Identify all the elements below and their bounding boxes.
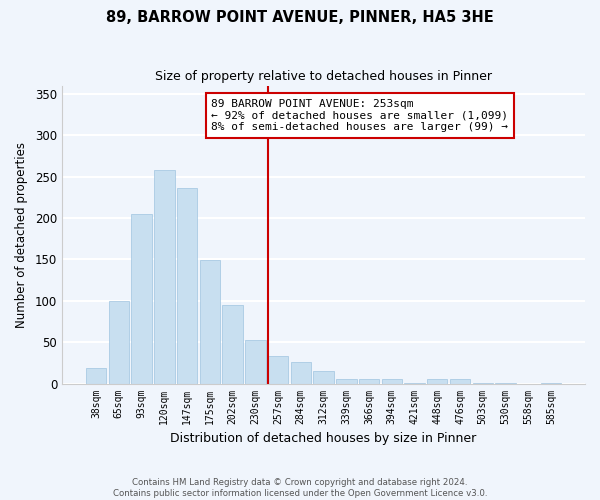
Text: 89, BARROW POINT AVENUE, PINNER, HA5 3HE: 89, BARROW POINT AVENUE, PINNER, HA5 3HE bbox=[106, 10, 494, 25]
Bar bbox=[290, 362, 311, 384]
Y-axis label: Number of detached properties: Number of detached properties bbox=[15, 142, 28, 328]
Bar bbox=[200, 260, 220, 384]
Bar bbox=[177, 188, 197, 384]
Bar bbox=[473, 382, 493, 384]
Bar bbox=[336, 378, 356, 384]
Text: Contains HM Land Registry data © Crown copyright and database right 2024.
Contai: Contains HM Land Registry data © Crown c… bbox=[113, 478, 487, 498]
Bar bbox=[495, 382, 516, 384]
Bar bbox=[541, 382, 561, 384]
Bar bbox=[404, 382, 425, 384]
Bar bbox=[223, 305, 243, 384]
Bar bbox=[109, 301, 129, 384]
Bar bbox=[268, 356, 288, 384]
Bar bbox=[359, 380, 379, 384]
Title: Size of property relative to detached houses in Pinner: Size of property relative to detached ho… bbox=[155, 70, 492, 83]
Bar bbox=[245, 340, 266, 384]
Bar bbox=[450, 380, 470, 384]
Bar bbox=[313, 371, 334, 384]
Bar bbox=[86, 368, 106, 384]
Bar bbox=[427, 380, 448, 384]
Bar bbox=[154, 170, 175, 384]
Bar bbox=[131, 214, 152, 384]
Text: 89 BARROW POINT AVENUE: 253sqm
← 92% of detached houses are smaller (1,099)
8% o: 89 BARROW POINT AVENUE: 253sqm ← 92% of … bbox=[211, 99, 508, 132]
X-axis label: Distribution of detached houses by size in Pinner: Distribution of detached houses by size … bbox=[170, 432, 476, 445]
Bar bbox=[382, 380, 402, 384]
